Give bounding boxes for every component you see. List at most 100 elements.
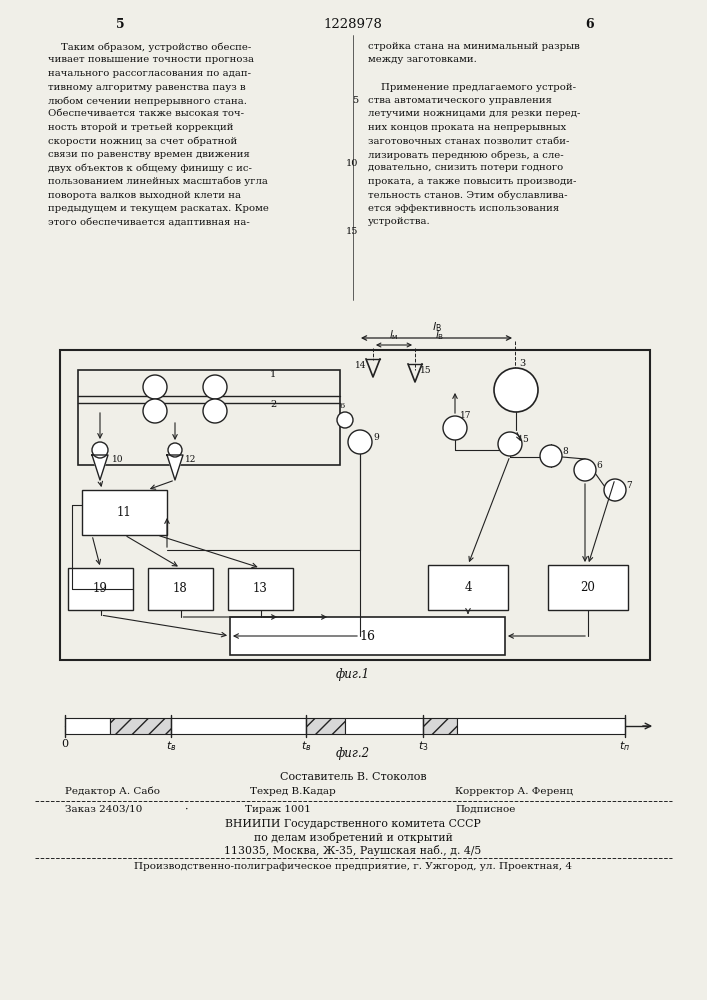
Text: заготовочных станах позволит стаби-: заготовочных станах позволит стаби-: [368, 136, 569, 145]
Bar: [68, 568, 133, 610]
Circle shape: [143, 375, 167, 399]
Bar: [306, 718, 345, 734]
Text: 4: 4: [464, 581, 472, 594]
Polygon shape: [167, 455, 183, 480]
Text: Составитель В. Стоколов: Составитель В. Стоколов: [280, 772, 426, 782]
Text: Обеспечивается также высокая точ-: Обеспечивается также высокая точ-: [48, 109, 244, 118]
Text: Применение предлагаемого устрой-: Применение предлагаемого устрой-: [368, 83, 576, 92]
Circle shape: [143, 399, 167, 423]
Text: Техред В.Кадар: Техред В.Кадар: [250, 787, 336, 796]
Text: 2: 2: [270, 400, 276, 409]
Text: 11: 11: [117, 506, 132, 519]
Text: 1: 1: [270, 370, 276, 379]
Text: 0: 0: [62, 739, 69, 749]
Text: 16: 16: [359, 630, 375, 643]
Text: по делам изобретений и открытий: по делам изобретений и открытий: [254, 832, 452, 843]
Circle shape: [203, 375, 227, 399]
Text: 113035, Москва, Ж-35, Раушская наб., д. 4/5: 113035, Москва, Ж-35, Раушская наб., д. …: [224, 845, 481, 856]
Text: 13: 13: [253, 582, 268, 595]
Text: Подписное: Подписное: [455, 805, 515, 814]
Circle shape: [494, 368, 538, 412]
Text: двух объектов к общему финишу с ис-: двух объектов к общему финишу с ис-: [48, 163, 252, 173]
Bar: [60, 350, 650, 660]
Text: 7: 7: [626, 482, 632, 490]
Text: $t_{в}$: $t_{в}$: [300, 739, 311, 753]
Text: них концов проката на непрерывных: них концов проката на непрерывных: [368, 123, 566, 132]
Circle shape: [604, 479, 626, 501]
Text: Производственно-полиграфическое предприятие, г. Ужгород, ул. Проектная, 4: Производственно-полиграфическое предприя…: [134, 862, 572, 871]
Text: 15: 15: [420, 366, 432, 375]
Text: Заказ 2403/10: Заказ 2403/10: [65, 805, 142, 814]
Bar: [457, 718, 625, 734]
Text: фиг.2: фиг.2: [336, 747, 370, 760]
Text: 20: 20: [580, 581, 595, 594]
Text: 19: 19: [93, 582, 108, 595]
Bar: [78, 370, 340, 465]
Text: $t_{в}$: $t_{в}$: [166, 739, 177, 753]
Polygon shape: [92, 455, 108, 480]
Circle shape: [498, 432, 522, 456]
Text: тивному алгоритму равенства пауз в: тивному алгоритму равенства пауз в: [48, 83, 245, 92]
Text: летучими ножницами для резки перед-: летучими ножницами для резки перед-: [368, 109, 580, 118]
Text: $t_{3}$: $t_{3}$: [418, 739, 428, 753]
Circle shape: [443, 416, 467, 440]
Text: 5: 5: [522, 436, 528, 444]
Text: 1228978: 1228978: [324, 18, 382, 31]
Text: 10: 10: [346, 159, 358, 168]
Text: ется эффективность использования: ется эффективность использования: [368, 204, 559, 213]
Bar: [65, 718, 110, 734]
Bar: [82, 490, 167, 535]
Circle shape: [540, 445, 562, 467]
Text: пользованием линейных масштабов угла: пользованием линейных масштабов угла: [48, 177, 268, 186]
Bar: [148, 568, 213, 610]
Circle shape: [203, 399, 227, 423]
Text: ·: ·: [185, 805, 189, 815]
Text: $t_{п}$: $t_{п}$: [619, 739, 631, 753]
Bar: [548, 565, 628, 610]
Text: между заготовками.: между заготовками.: [368, 55, 477, 64]
Text: 18: 18: [173, 582, 188, 595]
Bar: [345, 718, 423, 734]
Text: стройка стана на минимальный разрыв: стройка стана на минимальный разрыв: [368, 42, 580, 51]
Circle shape: [168, 443, 182, 457]
Bar: [423, 718, 457, 734]
Bar: [230, 617, 505, 655]
Text: $l_{\rm B}$: $l_{\rm B}$: [436, 328, 445, 342]
Text: $l_{\rm B}$: $l_{\rm B}$: [431, 320, 441, 334]
Bar: [428, 565, 508, 610]
Text: Корректор А. Ференц: Корректор А. Ференц: [455, 787, 573, 796]
Circle shape: [348, 430, 372, 454]
Text: лизировать переднюю обрезь, а сле-: лизировать переднюю обрезь, а сле-: [368, 150, 563, 159]
Text: ВНИИПИ Государственного комитета СССР: ВНИИПИ Государственного комитета СССР: [225, 819, 481, 829]
Text: проката, а также повысить производи-: проката, а также повысить производи-: [368, 177, 576, 186]
Text: 9: 9: [373, 434, 379, 442]
Text: связи по равенству времен движения: связи по равенству времен движения: [48, 150, 250, 159]
Text: 5: 5: [116, 18, 124, 31]
Circle shape: [92, 442, 108, 458]
Text: устройства.: устройства.: [368, 218, 431, 227]
Circle shape: [337, 412, 353, 428]
Text: 15: 15: [346, 227, 358, 236]
Text: 14: 14: [355, 361, 366, 370]
Text: 12: 12: [185, 455, 197, 464]
Text: 5: 5: [352, 96, 358, 105]
Text: $l_{\rm м}$: $l_{\rm м}$: [389, 328, 399, 342]
Text: 8: 8: [562, 448, 568, 456]
Text: тельность станов. Этим обуславлива-: тельность станов. Этим обуславлива-: [368, 190, 568, 200]
Text: 10: 10: [112, 455, 124, 464]
Text: фиг.1: фиг.1: [336, 668, 370, 681]
Text: ность второй и третьей коррекций: ность второй и третьей коррекций: [48, 123, 233, 132]
Text: ства автоматического управления: ства автоматического управления: [368, 96, 552, 105]
Bar: [228, 568, 293, 610]
Text: чивает повышение точности прогноза: чивает повышение точности прогноза: [48, 55, 254, 64]
Text: Таким образом, устройство обеспе-: Таким образом, устройство обеспе-: [48, 42, 251, 51]
Text: 6: 6: [585, 18, 595, 31]
Text: 6: 6: [596, 462, 602, 471]
Text: скорости ножниц за счет обратной: скорости ножниц за счет обратной: [48, 136, 238, 146]
Text: 17: 17: [460, 411, 472, 420]
Text: предыдущем и текущем раскатах. Кроме: предыдущем и текущем раскатах. Кроме: [48, 204, 269, 213]
Bar: [110, 718, 171, 734]
Text: поворота валков выходной клети на: поворота валков выходной клети на: [48, 190, 241, 200]
Text: начального рассогласования по адап-: начального рассогласования по адап-: [48, 69, 251, 78]
Text: 3: 3: [519, 359, 525, 368]
